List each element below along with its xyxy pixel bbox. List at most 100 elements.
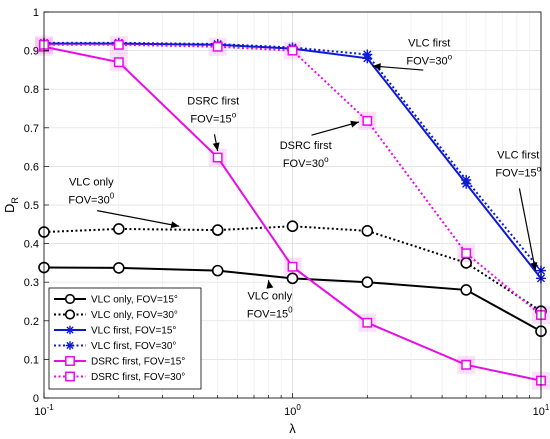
legend-label: VLC only, FOV=30°	[91, 310, 178, 321]
series-1	[38, 220, 547, 317]
circle-marker	[113, 262, 125, 274]
x-tick-label-exponent: 0	[296, 403, 301, 412]
annotation-arrow-shaft	[311, 121, 360, 136]
annotation-line2-base: FOV=15	[495, 167, 536, 179]
square-marker	[65, 356, 75, 366]
annotation-line2: FOV=150	[247, 305, 293, 320]
legend-label: VLC first, FOV=15°	[91, 326, 176, 337]
square-marker	[362, 317, 373, 328]
annotation-arrow-head	[350, 120, 359, 128]
annotation-arrow-shaft	[97, 210, 180, 227]
circle-marker	[211, 224, 224, 236]
y-tick-label: 0.5	[24, 200, 39, 212]
y-tick-label: 0.1	[24, 354, 39, 366]
legend-entry: VLC only, FOV=15°	[54, 293, 178, 306]
y-tick-label: 0.2	[24, 316, 39, 328]
x-tick-label-exponent: 1	[545, 403, 550, 412]
square-marker	[212, 41, 223, 52]
x-tick-label-base: 10	[284, 406, 296, 418]
annotation-line2-base: FOV=30	[68, 194, 109, 206]
annotation-arrow-head	[266, 280, 274, 289]
y-axis-label: DR	[2, 197, 20, 213]
annotation-line1: VLC first	[408, 38, 450, 50]
plot-area-frame	[43, 11, 542, 399]
annotation-arrow-head	[212, 142, 220, 151]
annotation-line2-base: FOV=15	[247, 308, 288, 320]
annotation-line2: FOV=300	[68, 191, 114, 206]
annotation-line2: FOV=15o	[190, 110, 236, 125]
y-tick-label: 0.7	[24, 123, 39, 135]
x-tick-label-base: 10	[533, 406, 545, 418]
square-marker	[212, 152, 223, 163]
annotation-line2: FOV=30o	[406, 53, 452, 68]
annotation-line2-base: FOV=30	[406, 56, 447, 68]
y-tick-label: 1	[33, 7, 39, 19]
circle-marker	[113, 223, 125, 235]
annotation-line2-base: FOV=30	[283, 158, 324, 170]
y-tick-label: 0.9	[24, 46, 39, 58]
y-tick-label: 0	[33, 393, 39, 405]
star-marker-d2	[363, 50, 372, 59]
square-marker	[287, 261, 298, 272]
annotation-line2-superscript: o	[537, 164, 542, 173]
square-marker	[461, 248, 472, 259]
annotation-arrow-head	[170, 221, 180, 229]
annotation-line2: FOV=30o	[283, 155, 329, 170]
legend-entry: DSRC first, FOV=30°	[54, 371, 185, 383]
square-marker	[113, 39, 124, 50]
circle-marker	[64, 309, 76, 320]
circle-marker	[361, 225, 374, 237]
circle-marker	[460, 284, 472, 296]
circle-marker	[64, 293, 76, 305]
legend-label: VLC only, FOV=15°	[91, 295, 178, 306]
y-axis-label-main: D	[2, 204, 17, 213]
legend-entry: DSRC first, FOV=15°	[54, 356, 185, 368]
y-tick-label: 0.4	[24, 239, 39, 251]
star-marker-d2	[66, 326, 74, 334]
y-tick-label: 0.3	[24, 277, 39, 289]
series-0	[38, 261, 547, 338]
legend-label: DSRC first, FOV=30°	[91, 372, 185, 383]
square-marker	[287, 45, 298, 56]
annotation-line2: FOV=15o	[495, 164, 541, 179]
annotation-5: VLC only FOV=150	[247, 280, 293, 320]
annotation-line2-superscript: 0	[288, 305, 293, 314]
square-marker	[362, 115, 373, 126]
circle-marker	[361, 276, 374, 289]
annotation-arrow-shaft	[518, 188, 537, 271]
annotation-arrow-head	[530, 262, 538, 271]
square-marker	[65, 371, 75, 382]
x-tick-label: 100	[284, 403, 301, 418]
legend-label: DSRC first, FOV=15°	[91, 357, 185, 368]
annotation-0: VLC first FOV=30o	[372, 38, 453, 71]
x-axis-label: λ	[289, 421, 296, 436]
legend: VLC only, FOV=15° VLC only, FOV=30° VLC fi…	[48, 287, 202, 390]
annotation-line2-superscript: o	[232, 110, 237, 119]
annotation-arrow-shaft	[372, 65, 424, 71]
annotation-arrow-head	[372, 63, 381, 71]
data-series	[35, 35, 550, 390]
annotation-line1: DSRC first	[280, 140, 332, 152]
annotation-3: VLC only FOV=300	[68, 176, 180, 229]
square-marker	[113, 57, 124, 68]
annotation-line2-superscript: 0	[110, 191, 115, 200]
x-tick-label: 10-1	[34, 403, 54, 418]
y-axis-label-subscript: R	[10, 197, 20, 204]
annotation-4: VLC first FOV=15o	[495, 149, 542, 271]
circle-marker	[286, 272, 299, 285]
legend-entry: VLC first, FOV=30°	[54, 341, 176, 352]
star-marker-d2	[462, 175, 471, 185]
circle-marker	[211, 264, 224, 277]
annotation-2: DSRC first FOV=30o	[280, 120, 360, 170]
annotation-line1: VLC only	[247, 290, 292, 302]
annotation-line2-superscript: o	[448, 53, 453, 62]
annotation-line1: DSRC first	[187, 95, 239, 107]
x-tick-label: 101	[533, 403, 550, 418]
annotation-line2-base: FOV=15	[190, 113, 231, 125]
star-marker-d2	[66, 341, 74, 350]
annotation-1: DSRC first FOV=15o	[187, 95, 239, 152]
circle-marker	[286, 220, 299, 233]
